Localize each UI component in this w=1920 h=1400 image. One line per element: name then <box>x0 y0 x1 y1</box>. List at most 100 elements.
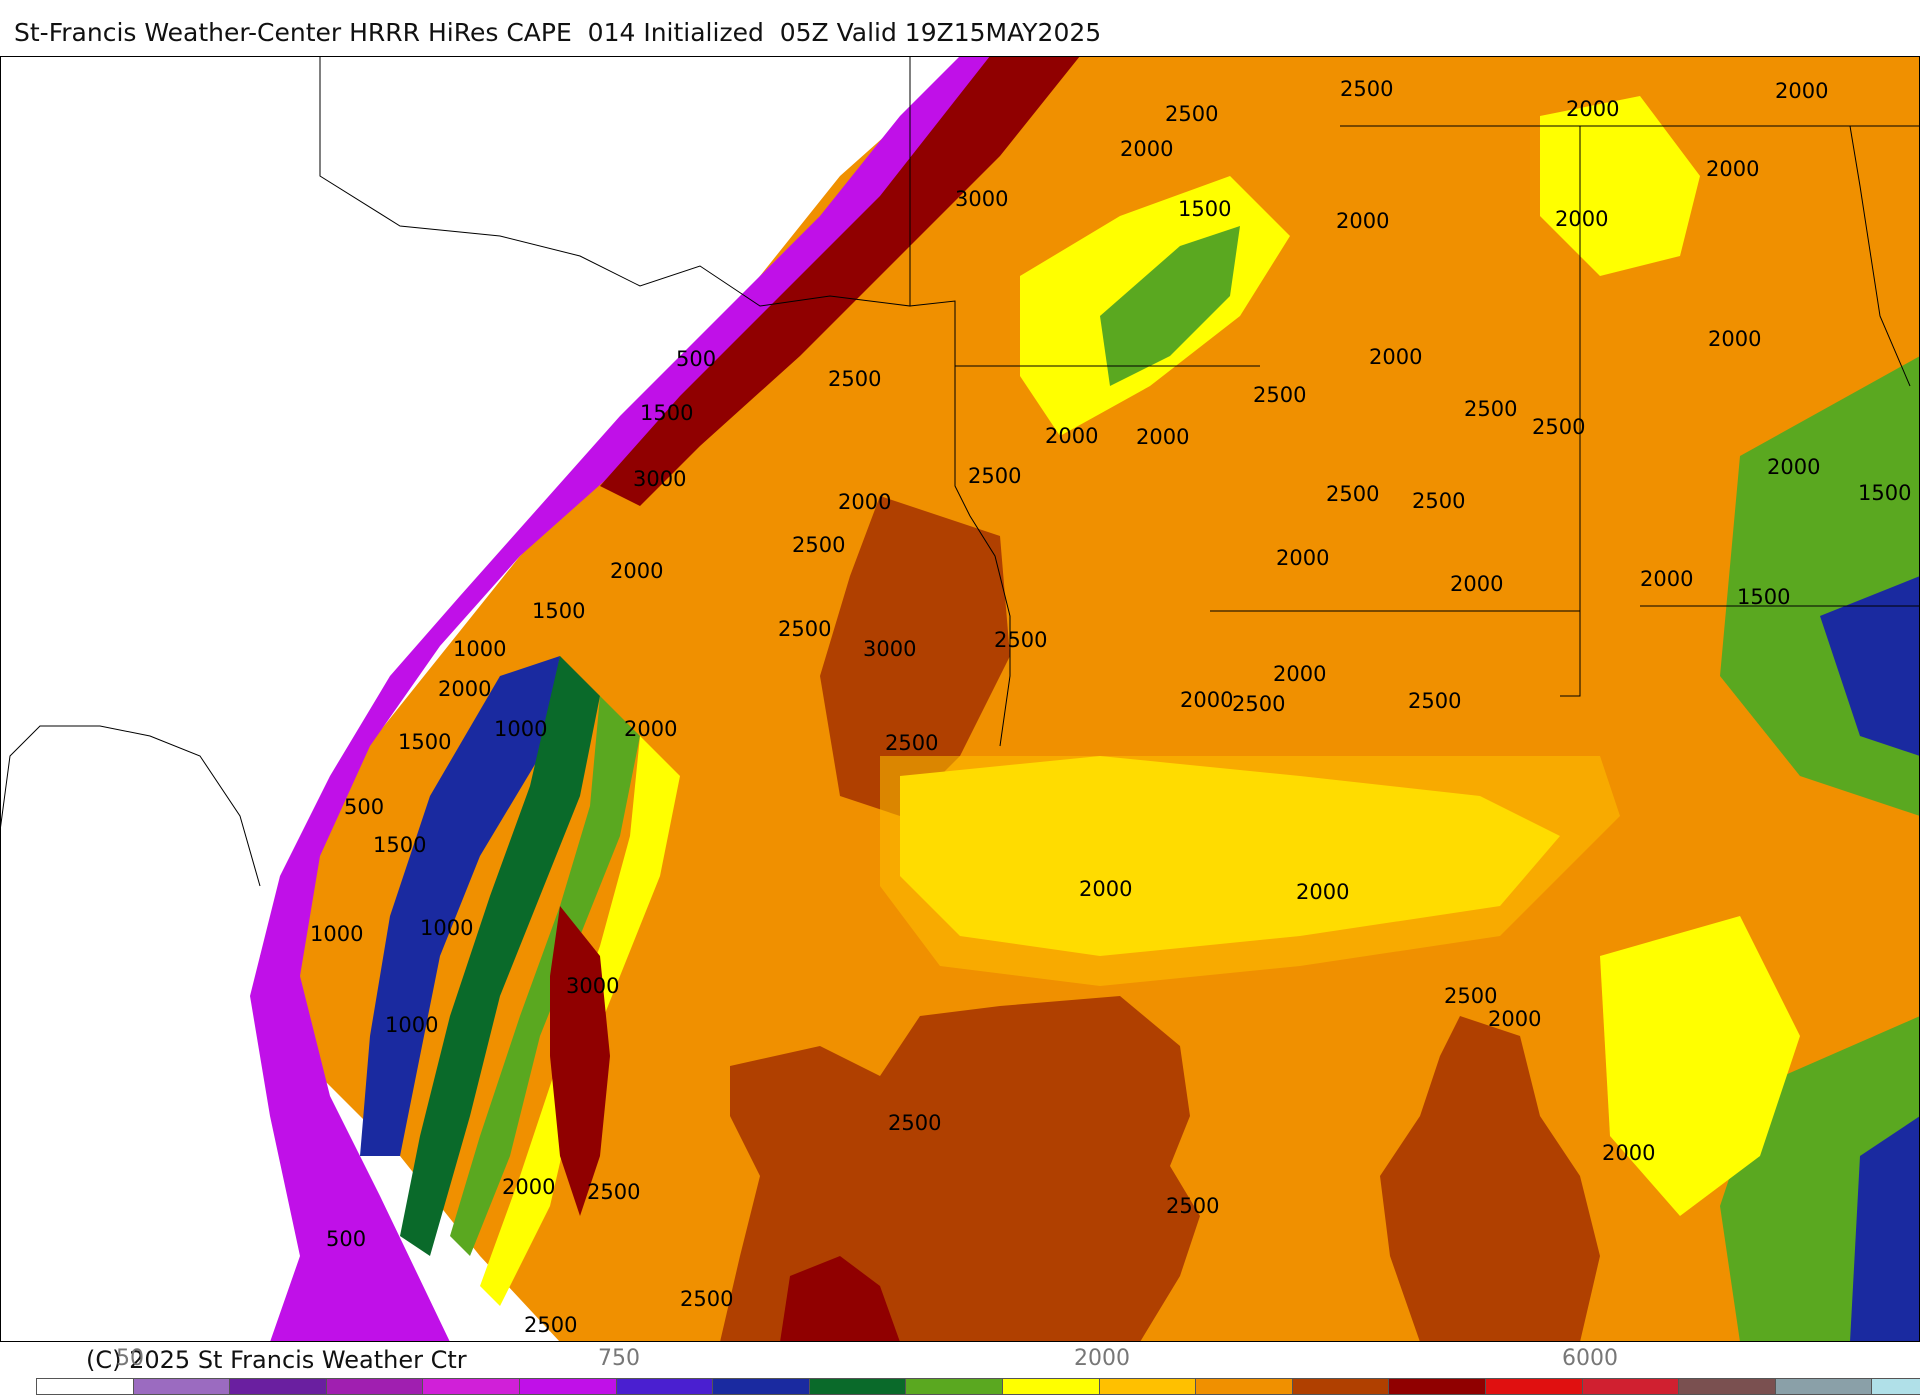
cape-band-blue <box>360 656 560 1156</box>
contour-label: 1000 <box>494 717 547 741</box>
contour-label: 2000 <box>1488 1007 1541 1031</box>
contour-label: 2000 <box>1602 1141 1655 1165</box>
cape-band-brown-texas <box>820 496 1010 816</box>
contour-label: 2500 <box>1444 984 1497 1008</box>
cape-band-brown-gulf-2 <box>1380 1016 1600 1342</box>
colorbar-swatch <box>809 1379 907 1394</box>
contour-label: 2000 <box>1079 877 1132 901</box>
contour-label: 2000 <box>1045 424 1098 448</box>
contour-label: 2500 <box>828 367 881 391</box>
colorbar-swatch <box>1775 1379 1873 1394</box>
colorbar-swatch <box>1196 1379 1293 1394</box>
colorbar-swatch <box>519 1379 617 1394</box>
cape-band-lightgreen <box>450 696 640 1256</box>
colorbar-swatch <box>1099 1379 1197 1394</box>
colorbar-swatch <box>1485 1379 1583 1394</box>
contour-label: 3000 <box>955 187 1008 211</box>
map-title: St-Francis Weather-Center HRRR HiRes CAP… <box>14 18 1102 47</box>
contour-labels: 2500 2000 2500 2000 2000 3000 1500 2000 … <box>310 77 1911 1337</box>
cape-band-darkred-coast <box>550 906 610 1216</box>
contour-label: 2500 <box>1464 397 1517 421</box>
contour-label: 2500 <box>680 1287 733 1311</box>
contour-label: 2000 <box>1555 207 1608 231</box>
colorbar-swatch <box>326 1379 424 1394</box>
contour-label: 2000 <box>838 490 891 514</box>
contour-label: 1500 <box>640 401 693 425</box>
cape-band-blue-east <box>1820 576 1920 756</box>
contour-label: 1000 <box>385 1013 438 1037</box>
contour-label: 2000 <box>1708 327 1761 351</box>
contour-label: 1500 <box>1858 481 1911 505</box>
contour-label: 1500 <box>398 730 451 754</box>
contour-label: 1000 <box>420 916 473 940</box>
cape-band-brown-gulf-1 <box>720 996 1200 1342</box>
state-boundary-lines <box>0 56 1920 887</box>
contour-label: 2500 <box>888 1111 941 1135</box>
contour-label: 2000 <box>1775 79 1828 103</box>
contour-label: 2500 <box>1408 689 1461 713</box>
contour-label: 2500 <box>778 617 831 641</box>
cape-band-green-north <box>1100 226 1240 386</box>
contour-label: 2500 <box>994 628 1047 652</box>
contour-label: 2000 <box>1706 157 1759 181</box>
contour-label: 2500 <box>968 464 1021 488</box>
contour-label: 1000 <box>310 922 363 946</box>
cape-band-magenta <box>250 56 990 1342</box>
colorbar-tick: 6000 <box>1562 1346 1618 1371</box>
colorbar-swatch <box>713 1379 810 1394</box>
contour-label: 2000 <box>1336 209 1389 233</box>
contour-label: 2000 <box>1566 97 1619 121</box>
contour-label: 2000 <box>1767 455 1820 479</box>
cape-colorbar <box>36 1378 1920 1395</box>
colorbar-swatch <box>423 1379 520 1394</box>
contour-label: 2500 <box>587 1180 640 1204</box>
colorbar-tick: 750 <box>598 1346 640 1371</box>
contour-label: 2500 <box>1412 489 1465 513</box>
contour-label: 500 <box>676 347 716 371</box>
colorbar-swatch <box>1872 1379 1920 1394</box>
contour-label: 2000 <box>610 559 663 583</box>
contour-label: 1500 <box>1737 585 1790 609</box>
contour-label: 2500 <box>885 731 938 755</box>
contour-label: 2500 <box>1532 415 1585 439</box>
cape-map: 2500 2000 2500 2000 2000 3000 1500 2000 … <box>0 56 1920 1342</box>
contour-label: 3000 <box>566 974 619 998</box>
contour-label: 500 <box>344 795 384 819</box>
colorbar-swatch <box>1389 1379 1486 1394</box>
colorbar-swatch <box>230 1379 327 1394</box>
contour-label: 2500 <box>1340 77 1393 101</box>
contour-label: 2500 <box>524 1313 577 1337</box>
contour-label: 2000 <box>1120 137 1173 161</box>
contour-label: 2000 <box>1450 572 1503 596</box>
contour-label: 3000 <box>863 637 916 661</box>
colorbar-swatch <box>616 1379 714 1394</box>
contour-label: 2500 <box>1326 482 1379 506</box>
cape-region-orange <box>260 56 1920 1342</box>
colorbar-swatch <box>1582 1379 1680 1394</box>
colorbar-swatch <box>1679 1379 1776 1394</box>
contour-label: 2000 <box>624 717 677 741</box>
colorbar-swatch <box>37 1379 134 1394</box>
contour-label: 2000 <box>1136 425 1189 449</box>
cape-band-lightorange-gulf <box>880 756 1620 986</box>
contour-label: 2000 <box>1296 880 1349 904</box>
colorbar-swatch <box>1002 1379 1100 1394</box>
colorbar-swatch <box>133 1379 231 1394</box>
colorbar-swatch <box>1292 1379 1390 1394</box>
contour-label: 2000 <box>438 677 491 701</box>
colorbar-tick: 50 <box>116 1346 144 1371</box>
contour-label: 2500 <box>1232 692 1285 716</box>
contour-label: 2500 <box>792 533 845 557</box>
contour-label: 2000 <box>1273 662 1326 686</box>
contour-label: 1000 <box>453 637 506 661</box>
contour-label: 2500 <box>1165 102 1218 126</box>
cape-band-yellow-east <box>1600 916 1800 1216</box>
copyright-text: (C) 2025 St Francis Weather Ctr <box>86 1346 467 1374</box>
contour-label: 2000 <box>1640 567 1693 591</box>
cape-band-darkred-gulf <box>780 1256 900 1342</box>
contour-label: 2500 <box>1253 383 1306 407</box>
contour-label: 1500 <box>373 833 426 857</box>
contour-label: 2000 <box>1276 546 1329 570</box>
cape-band-darkred-north <box>600 56 1080 506</box>
colorbar-tick: 2000 <box>1074 1346 1130 1371</box>
